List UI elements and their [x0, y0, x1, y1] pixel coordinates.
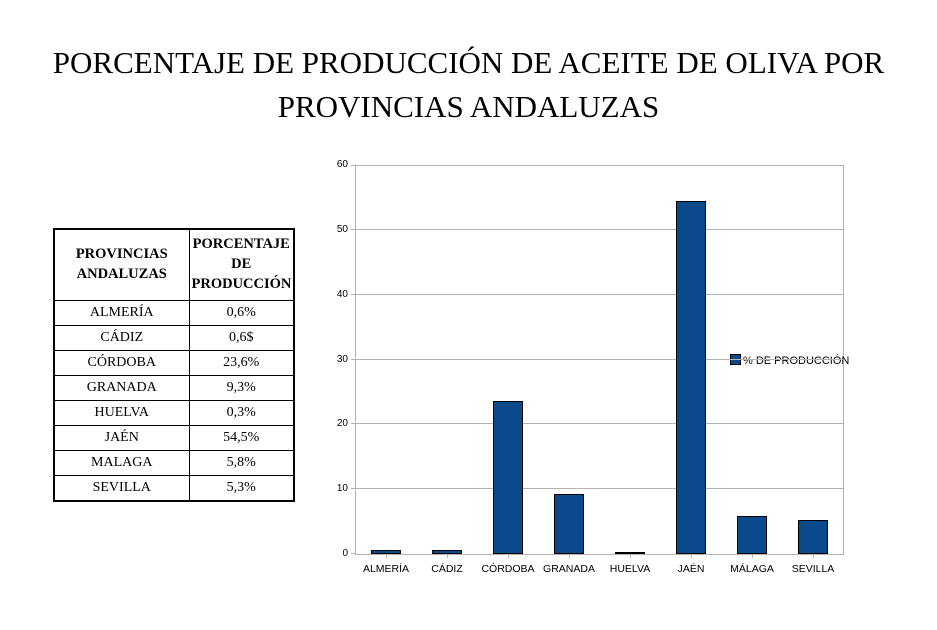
x-axis-tick	[752, 554, 753, 558]
percentage-cell: 5,8%	[188, 450, 295, 476]
chart-legend: % DE PRODUCCIÓN	[730, 354, 880, 368]
percentage-cell: 23,6%	[188, 350, 295, 376]
y-axis-label: 30	[336, 354, 348, 365]
y-gridline	[356, 423, 843, 424]
percentage-cell: 54,5%	[188, 425, 295, 451]
x-axis-tick	[691, 554, 692, 558]
percentage-cell: 5,3%	[188, 475, 295, 502]
bar-huelva	[615, 552, 645, 554]
table-body: ALMERÍA 0,6% CÁDIZ 0,6$ CÓRDOBA 23,6% GRANADA 9…	[53, 300, 295, 502]
y-axis-label: 50	[336, 224, 348, 235]
x-axis-label: ALMERÍA	[362, 563, 410, 575]
header-porcentaje-produccion: PORCENTAJE DE PRODUCCIÓN	[188, 228, 295, 301]
y-axis-tick	[351, 359, 356, 360]
province-cell: GRANADA	[53, 375, 190, 401]
x-axis-label: MÁLAGA	[730, 563, 774, 575]
province-cell: ALMERÍA	[53, 300, 190, 326]
percentage-cell: 0,6$	[188, 325, 295, 351]
table-row: MALAGA 5,8%	[53, 450, 295, 476]
y-axis-tick	[351, 229, 356, 230]
legend-label: % DE PRODUCCIÓN	[743, 355, 850, 367]
y-axis-tick	[351, 165, 356, 166]
y-axis-tick	[351, 553, 356, 554]
production-table: PROVINCIAS ANDALUZAS PORCENTAJE DE PRODU…	[53, 228, 295, 502]
header-de-line: DE	[231, 256, 252, 272]
x-axis-tick	[508, 554, 509, 558]
table-row: ALMERÍA 0,6%	[53, 300, 295, 326]
y-gridline	[356, 488, 843, 489]
percentage-cell: 0,6%	[188, 300, 295, 326]
province-cell: CÁDIZ	[53, 325, 190, 351]
table-row: JAÉN 54,5%	[53, 425, 295, 451]
y-gridline	[356, 294, 843, 295]
y-gridline	[356, 359, 843, 360]
table-row: CÁDIZ 0,6$	[53, 325, 295, 351]
x-axis-tick	[569, 554, 570, 558]
x-axis-tick	[386, 554, 387, 558]
x-axis-label: CÁDIZ	[431, 563, 463, 575]
x-axis-tick	[813, 554, 814, 558]
x-axis-tick	[447, 554, 448, 558]
y-axis-label: 0	[342, 548, 348, 559]
header-andaluzas-line: ANDALUZAS	[76, 266, 167, 282]
x-axis-label: SEVILLA	[791, 563, 835, 575]
percentage-cell: 0,3%	[188, 400, 295, 426]
bar-jaen	[676, 201, 706, 554]
y-axis-label: 60	[336, 159, 348, 170]
bar-malaga	[737, 516, 767, 554]
province-cell: SEVILLA	[53, 475, 190, 502]
x-axis-tick	[630, 554, 631, 558]
bar-almeria	[371, 550, 401, 554]
province-cell: JAÉN	[53, 425, 190, 451]
table-row: GRANADA 9,3%	[53, 375, 295, 401]
y-axis-tick	[351, 423, 356, 424]
bar-sevilla	[798, 520, 828, 554]
table-row: SEVILLA 5,3%	[53, 475, 295, 502]
y-axis-tick	[351, 294, 356, 295]
table-row: CÓRDOBA 23,6%	[53, 350, 295, 376]
y-axis-label: 20	[336, 418, 348, 429]
bar-cordoba	[493, 401, 523, 554]
header-provincias-line: PROVINCIAS	[75, 246, 168, 262]
province-cell: CÓRDOBA	[53, 350, 190, 376]
bar-granada	[554, 494, 584, 554]
table-row: HUELVA 0,3%	[53, 400, 295, 426]
province-cell: MALAGA	[53, 450, 190, 476]
province-cell: HUELVA	[53, 400, 190, 426]
x-axis-label: CÓRDOBA	[481, 563, 535, 575]
bar-cadiz	[432, 550, 462, 554]
title-line-1: PORCENTAJE DE PRODUCCIÓN DE ACEITE DE OL…	[52, 45, 885, 80]
header-provincias-andaluzas: PROVINCIAS ANDALUZAS	[53, 228, 190, 301]
percentage-cell: 9,3%	[188, 375, 295, 401]
header-porcentaje-line: PORCENTAJE	[192, 236, 290, 252]
plot-area: % DE PRODUCCIÓN 0 10 20 30 40 50 60 ALMERÍA CÁDI…	[337, 159, 849, 575]
y-axis-label: 10	[336, 483, 348, 494]
legend-swatch	[730, 354, 741, 365]
y-axis-tick	[351, 488, 356, 489]
x-axis-label: HUELVA	[609, 563, 651, 575]
y-axis-label: 40	[336, 289, 348, 300]
title-line-2: PROVINCIAS ANDALUZAS	[277, 89, 660, 124]
table-header-row: PROVINCIAS ANDALUZAS PORCENTAJE DE PRODU…	[53, 228, 295, 301]
y-gridline	[356, 165, 843, 166]
x-axis-label: JAÉN	[677, 563, 705, 575]
y-gridline	[356, 229, 843, 230]
document-title: PORCENTAJE DE PRODUCCIÓN DE ACEITE DE OL…	[0, 41, 937, 129]
header-produccion-line: PRODUCCIÓN	[191, 276, 292, 292]
x-axis-label: GRANADA	[543, 563, 595, 575]
